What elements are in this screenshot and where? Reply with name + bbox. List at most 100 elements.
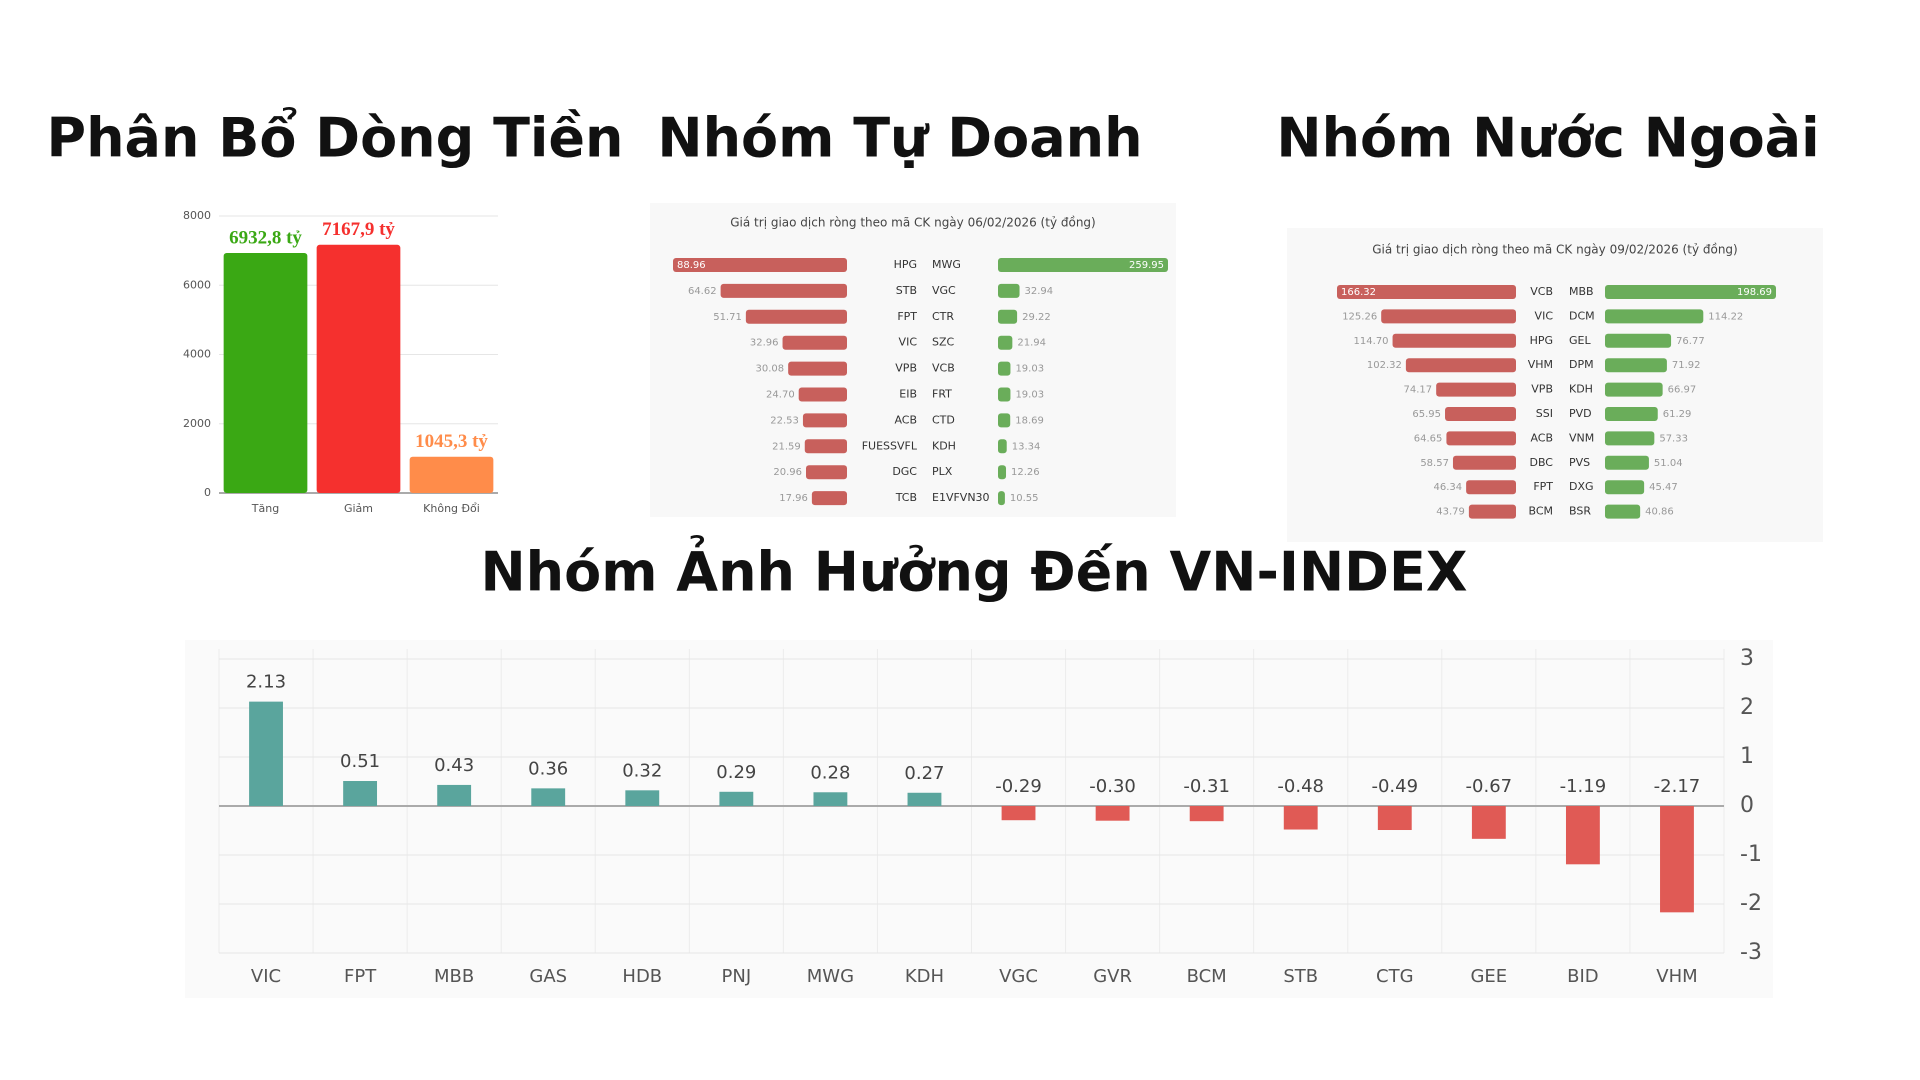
category-label: BCM	[1528, 505, 1553, 518]
category-label: MBB	[1569, 285, 1594, 298]
value-label: 71.92	[1672, 360, 1701, 371]
bar	[1605, 504, 1641, 519]
bar	[1660, 806, 1694, 913]
value-label: 66.97	[1668, 385, 1697, 396]
category-label: DPM	[1569, 358, 1594, 371]
category-label: ACB	[1530, 431, 1553, 444]
category-label: VGC	[932, 284, 956, 297]
bar	[745, 309, 847, 324]
bar	[673, 258, 847, 272]
value-label: 22.53	[770, 415, 799, 426]
x-tick-label: MBB	[434, 966, 474, 987]
value-label: 0.29	[716, 762, 756, 783]
category-label: PVD	[1569, 407, 1592, 420]
x-tick-label: KDH	[905, 966, 944, 987]
y-tick-label: 1	[1740, 744, 1754, 769]
value-label: 18.69	[1015, 415, 1044, 426]
category-label: VHM	[1528, 358, 1553, 371]
bar	[719, 791, 754, 806]
bar	[1605, 455, 1649, 470]
value-label: 6932,8 tỷ	[229, 227, 302, 248]
value-label: -0.31	[1183, 776, 1230, 797]
panel-background	[650, 203, 1176, 517]
category-label: FPT	[1533, 480, 1553, 493]
category-label: FPT	[897, 310, 917, 323]
value-label: 7167,9 tỷ	[322, 219, 395, 240]
category-label: GEL	[1569, 334, 1591, 347]
value-label: 0.43	[434, 755, 474, 776]
value-label: 1045,3 tỷ	[415, 431, 488, 452]
value-label: 61.29	[1663, 409, 1692, 420]
value-label: -2.17	[1654, 776, 1701, 797]
value-label: 76.77	[1676, 336, 1705, 347]
value-label: -1.19	[1560, 776, 1607, 797]
bar	[1446, 431, 1516, 446]
bar	[998, 335, 1013, 350]
category-label: CTR	[932, 310, 954, 323]
chart-title: Nhóm Ảnh Hưởng Đến VN-INDEX	[480, 536, 1467, 604]
category-label: DCM	[1569, 309, 1595, 322]
x-tick-label: CTG	[1376, 966, 1414, 987]
value-label: 74.17	[1404, 385, 1433, 396]
category-label: DBC	[1529, 456, 1553, 469]
bar	[1452, 455, 1516, 470]
category-label: VNM	[1569, 431, 1594, 444]
value-label: 125.26	[1342, 311, 1377, 322]
value-label: 24.70	[766, 390, 795, 401]
bar	[998, 491, 1005, 506]
value-label: -0.48	[1277, 776, 1324, 797]
value-label: 43.79	[1436, 507, 1465, 518]
category-label: MWG	[932, 258, 961, 271]
category-label: FRT	[932, 388, 952, 401]
bar	[1565, 806, 1600, 865]
x-tick-label: GVR	[1093, 966, 1132, 987]
value-label: 21.59	[772, 441, 801, 452]
bar	[1283, 806, 1318, 830]
x-tick-label: BID	[1567, 966, 1599, 987]
bar	[998, 413, 1011, 428]
bar	[1605, 407, 1658, 421]
value-label: -0.67	[1466, 776, 1513, 797]
bar	[806, 465, 847, 480]
bar	[998, 361, 1011, 376]
value-label: -0.29	[995, 776, 1042, 797]
category-label: CTD	[932, 413, 955, 426]
category-label: VCB	[1530, 285, 1553, 298]
value-label: 64.62	[688, 286, 717, 297]
y-tick-label: 2	[1740, 695, 1754, 720]
bar	[531, 788, 566, 806]
category-label: KDH	[1569, 383, 1593, 396]
category-label: DGC	[892, 465, 917, 478]
x-tick-label: GEE	[1470, 966, 1507, 987]
value-label: 21.94	[1017, 338, 1046, 349]
value-label: 29.22	[1022, 312, 1051, 323]
bar	[409, 456, 494, 493]
category-label: ACB	[894, 413, 917, 426]
bar	[998, 439, 1007, 454]
x-tick-label: GAS	[529, 966, 567, 987]
value-label: 88.96	[677, 260, 706, 271]
chart-title: Nhóm Tự Doanh	[657, 107, 1142, 170]
value-label: 19.03	[1015, 364, 1044, 375]
value-label: 65.95	[1412, 409, 1441, 420]
category-label: TCB	[895, 491, 917, 504]
x-tick-label: BCM	[1187, 966, 1227, 987]
x-tick-label: Không Đổi	[423, 502, 480, 515]
bar	[811, 491, 847, 506]
value-label: 0.27	[904, 763, 944, 784]
bar	[1605, 358, 1667, 373]
value-label: 0.36	[528, 758, 568, 779]
value-label: 10.55	[1010, 493, 1039, 504]
bar	[998, 387, 1011, 402]
bar	[998, 465, 1007, 480]
bar	[998, 283, 1020, 298]
value-label: 17.96	[779, 493, 808, 504]
category-label: SSI	[1536, 407, 1553, 420]
x-tick-label: Tăng	[251, 502, 279, 515]
category-label: HPG	[1530, 334, 1553, 347]
category-label: VIC	[1535, 309, 1554, 322]
bar	[813, 792, 848, 806]
bar	[1605, 333, 1672, 348]
y-tick-label: -1	[1740, 842, 1762, 867]
